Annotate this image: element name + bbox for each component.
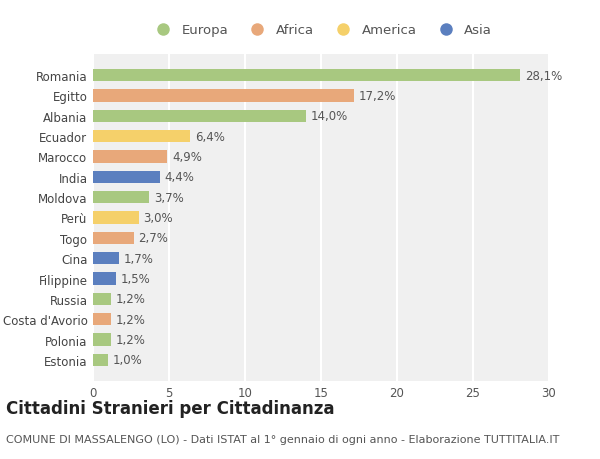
Text: 14,0%: 14,0%	[310, 110, 347, 123]
Text: COMUNE DI MASSALENGO (LO) - Dati ISTAT al 1° gennaio di ogni anno - Elaborazione: COMUNE DI MASSALENGO (LO) - Dati ISTAT a…	[6, 434, 559, 444]
Text: 3,7%: 3,7%	[154, 191, 184, 204]
Bar	[93, 70, 520, 82]
Text: 1,5%: 1,5%	[121, 272, 150, 285]
Bar	[93, 293, 111, 305]
Text: 1,2%: 1,2%	[116, 333, 146, 346]
Legend: Europa, Africa, America, Asia: Europa, Africa, America, Asia	[150, 24, 492, 37]
Bar	[93, 334, 111, 346]
Text: 6,4%: 6,4%	[195, 130, 225, 143]
Bar	[93, 212, 139, 224]
Bar	[93, 111, 306, 123]
Text: 4,9%: 4,9%	[172, 151, 202, 164]
Text: 1,2%: 1,2%	[116, 293, 146, 306]
Text: Cittadini Stranieri per Cittadinanza: Cittadini Stranieri per Cittadinanza	[6, 399, 335, 417]
Bar	[93, 171, 160, 184]
Text: 17,2%: 17,2%	[359, 90, 397, 103]
Bar	[93, 354, 108, 366]
Bar	[93, 192, 149, 204]
Bar	[93, 131, 190, 143]
Text: 28,1%: 28,1%	[524, 69, 562, 83]
Bar	[93, 273, 116, 285]
Text: 3,0%: 3,0%	[143, 212, 173, 224]
Text: 1,2%: 1,2%	[116, 313, 146, 326]
Text: 1,0%: 1,0%	[113, 353, 143, 367]
Bar	[93, 313, 111, 325]
Bar	[93, 232, 134, 244]
Text: 4,4%: 4,4%	[164, 171, 194, 184]
Bar	[93, 90, 355, 102]
Text: 2,7%: 2,7%	[139, 232, 169, 245]
Bar	[93, 151, 167, 163]
Bar	[93, 252, 119, 265]
Text: 1,7%: 1,7%	[124, 252, 153, 265]
